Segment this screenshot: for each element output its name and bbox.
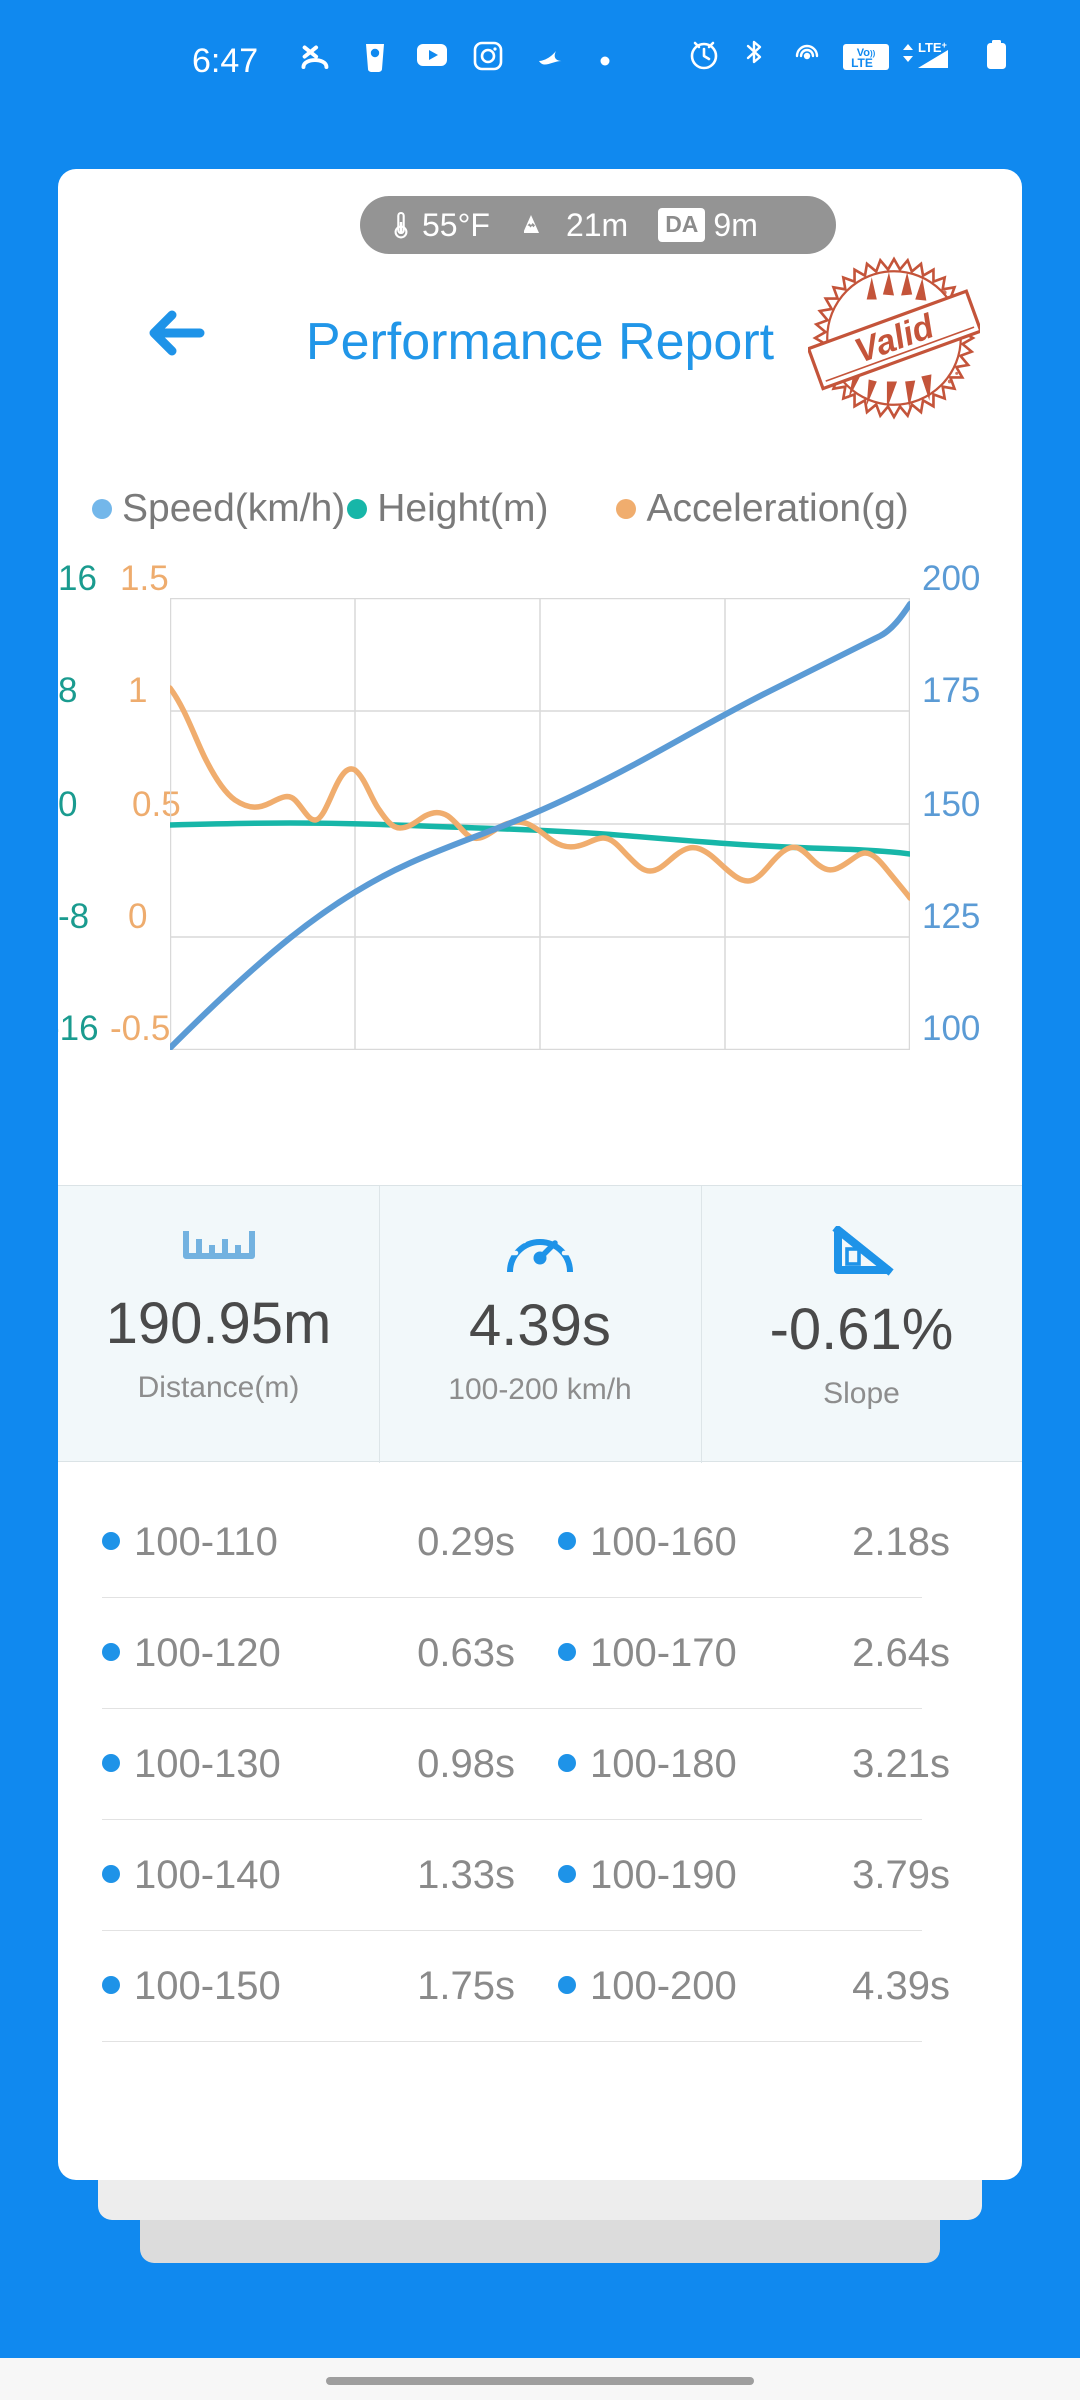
- svg-text:LTE: LTE: [851, 56, 873, 70]
- svg-text:LTE+: LTE+: [918, 40, 947, 55]
